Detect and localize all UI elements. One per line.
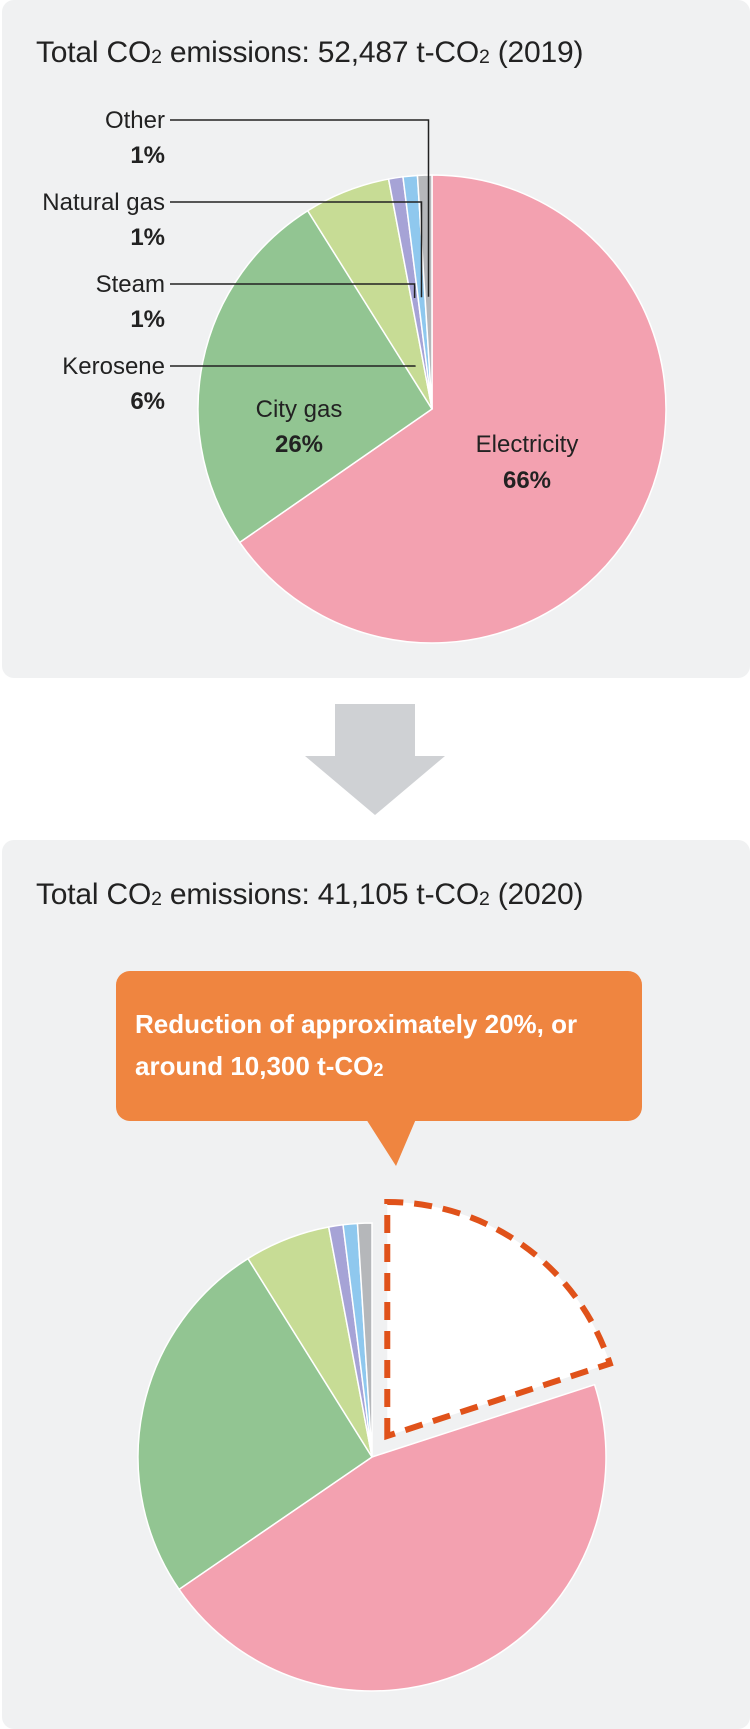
- value-city-gas: 26%: [275, 431, 323, 458]
- reduction-wedge: [384, 1198, 614, 1441]
- slice-2020-electricity: [177, 1383, 607, 1692]
- label-steam: Steam: [96, 271, 165, 298]
- slice-electricity: [238, 174, 667, 644]
- pie-2020: [137, 1222, 607, 1692]
- label-kerosene: Kerosene: [62, 353, 165, 380]
- leader-line-steam: [170, 283, 416, 298]
- pie-2019-labels: Electricity 66% City gas 26% Other 1% Natural …: [42, 107, 578, 494]
- chart-title-2019: Total CO2 emissions: 52,487 t-CO2 (2019): [36, 36, 584, 69]
- leader-line-natural-gas: [170, 201, 423, 298]
- label-electricity: Electricity: [476, 431, 579, 458]
- leader-line-kerosene: [170, 365, 416, 367]
- reduction-callout: [116, 971, 642, 1121]
- value-other: 1%: [130, 142, 165, 169]
- leader-line-other: [170, 119, 430, 297]
- slice-2020-city-gas: [137, 1257, 374, 1591]
- label-natural-gas: Natural gas: [42, 189, 165, 216]
- label-other: Other: [105, 107, 165, 134]
- callout-line-2: around 10,300 t-CO2: [135, 1051, 384, 1081]
- slice-2020-other: [356, 1222, 373, 1458]
- callout-line-1: Reduction of approximately 20%, or: [135, 1009, 578, 1039]
- value-steam: 1%: [130, 306, 165, 333]
- value-kerosene: 6%: [130, 388, 165, 415]
- label-city-gas: City gas: [256, 396, 343, 423]
- value-electricity: 66%: [503, 467, 551, 494]
- chart-title-2020: Total CO2 emissions: 41,105 t-CO2 (2020): [36, 878, 584, 911]
- callout-tail: [366, 1119, 416, 1166]
- slice-city-gas: [197, 209, 434, 544]
- pie-2019: [197, 174, 667, 644]
- reduction-callout-text: Reduction of approximately 20%, or around…: [135, 1003, 635, 1090]
- value-natural-gas: 1%: [130, 224, 165, 251]
- down-arrow-icon: [305, 704, 445, 815]
